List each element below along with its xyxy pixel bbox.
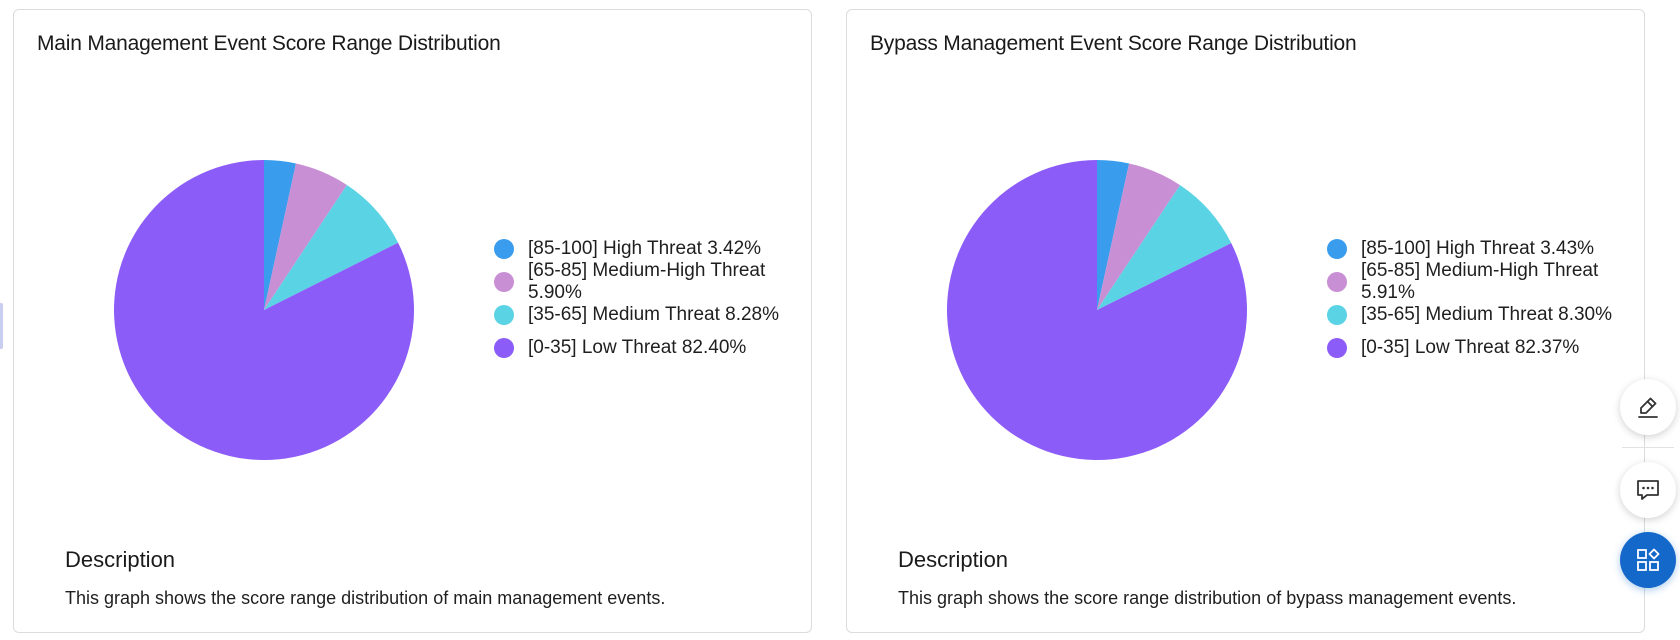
chat-button[interactable] [1620, 462, 1676, 518]
main-legend-item-high[interactable]: [85-100] High Threat 3.42% [494, 232, 811, 265]
bypass-description-text: This graph shows the score range distrib… [898, 588, 1517, 608]
main-legend-item-medium[interactable]: [35-65] Medium Threat 8.28% [494, 298, 811, 331]
bypass-pie-slice-medium-high[interactable] [1097, 163, 1181, 310]
bypass-legend-label-low: [0-35] Low Threat 82.37% [1361, 336, 1580, 358]
main-pie-slice-medium-high[interactable] [264, 163, 347, 310]
main-pie-slice-medium[interactable] [264, 184, 399, 310]
legend-dot-low [494, 337, 514, 358]
apps-icon [1637, 548, 1660, 571]
bypass-distribution-card: Bypass Management Event Score Range Dist… [846, 9, 1645, 633]
main-pie-slice-high[interactable] [264, 160, 296, 310]
bypass-legend-label-medium-high: [65-85] Medium-High Threat 5.91% [1361, 259, 1599, 303]
bypass-pie-slice-medium[interactable] [1097, 185, 1232, 310]
bypass-pie-slice-low[interactable] [947, 160, 1247, 460]
bypass-chart-title: Bypass Management Event Score Range Dist… [870, 32, 1357, 55]
legend-dot-medium-high [494, 271, 514, 292]
side-panel-tab[interactable] [0, 303, 3, 349]
main-legend: [85-100] High Threat 3.42% [65-85] Mediu… [494, 232, 811, 364]
edit-icon [1638, 397, 1658, 418]
bypass-legend-item-low[interactable]: [0-35] Low Threat 82.37% [1327, 331, 1644, 364]
bypass-pie-chart [947, 160, 1247, 460]
legend-dot-medium [494, 304, 514, 325]
main-distribution-card: Main Management Event Score Range Distri… [13, 9, 812, 633]
main-legend-item-medium-high[interactable]: [65-85] Medium-High Threat 5.90% [494, 260, 811, 303]
legend-dot-medium [1327, 304, 1347, 325]
main-legend-label-low: [0-35] Low Threat 82.40% [528, 336, 747, 358]
fab-divider [1622, 447, 1674, 448]
bypass-legend: [85-100] High Threat 3.43% [65-85] Mediu… [1327, 232, 1644, 364]
bypass-description-heading: Description [898, 547, 1009, 572]
bypass-legend-item-medium[interactable]: [35-65] Medium Threat 8.30% [1327, 298, 1644, 331]
bypass-legend-label-high: [85-100] High Threat 3.43% [1361, 237, 1595, 259]
bypass-legend-label-medium: [35-65] Medium Threat 8.30% [1361, 303, 1613, 325]
main-legend-label-medium: [35-65] Medium Threat 8.28% [528, 303, 780, 325]
bypass-legend-item-medium-high[interactable]: [65-85] Medium-High Threat 5.91% [1327, 260, 1644, 303]
main-legend-item-low[interactable]: [0-35] Low Threat 82.40% [494, 331, 811, 364]
main-legend-label-medium-high: [65-85] Medium-High Threat 5.90% [528, 259, 766, 303]
main-description-text: This graph shows the score range distrib… [65, 588, 666, 608]
legend-dot-medium-high [1327, 271, 1347, 292]
main-description-heading: Description [65, 547, 176, 572]
chat-icon [1637, 480, 1659, 500]
legend-dot-low [1327, 337, 1347, 358]
main-legend-label-high: [85-100] High Threat 3.42% [528, 237, 762, 259]
main-pie-chart [114, 160, 414, 460]
main-pie-slice-low[interactable] [114, 160, 414, 460]
main-chart-title: Main Management Event Score Range Distri… [37, 32, 501, 55]
legend-dot-high [494, 238, 514, 259]
bypass-pie-slice-high[interactable] [1097, 160, 1130, 310]
apps-button[interactable] [1620, 532, 1676, 588]
edit-button[interactable] [1620, 379, 1676, 435]
bypass-legend-item-high[interactable]: [85-100] High Threat 3.43% [1327, 232, 1644, 265]
legend-dot-high [1327, 238, 1347, 259]
